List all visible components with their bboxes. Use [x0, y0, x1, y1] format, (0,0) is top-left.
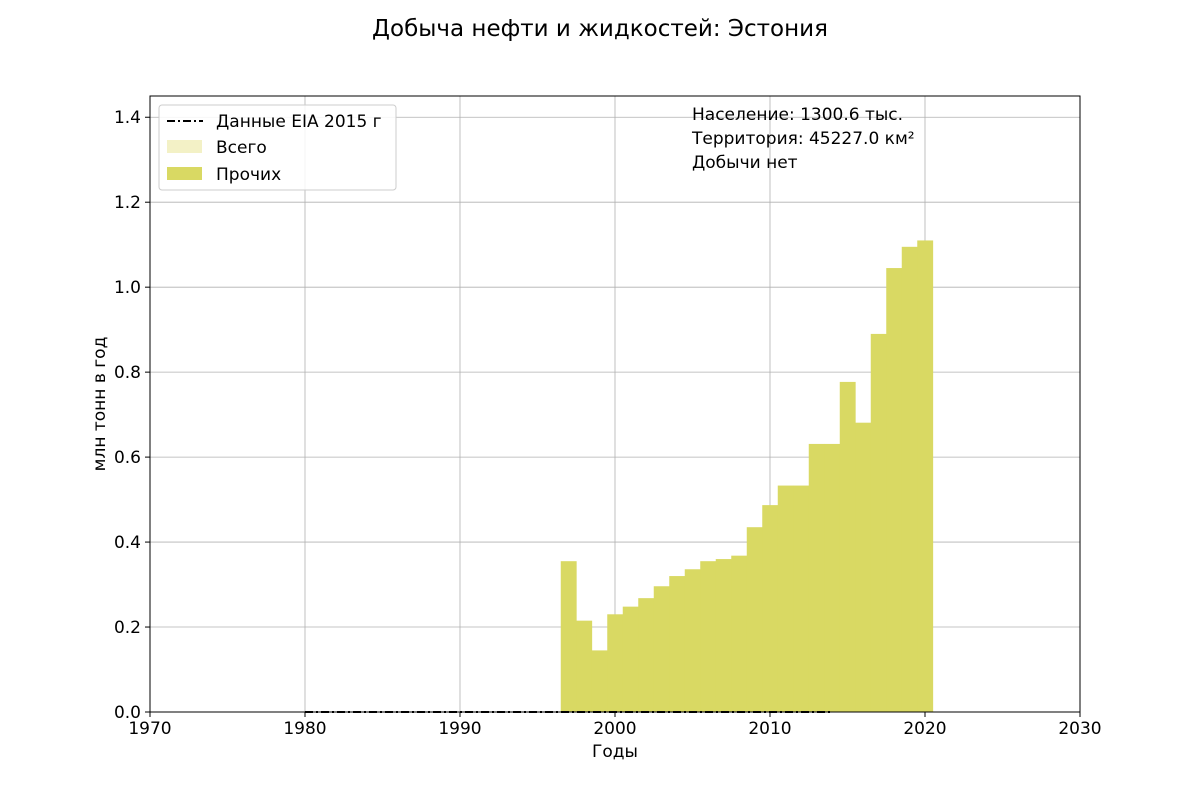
bar-2020 [917, 240, 934, 712]
bar-2009 [746, 527, 763, 712]
legend: Данные EIA 2015 г Всего Прочих [158, 104, 397, 191]
legend-label-other: Прочих [216, 165, 281, 185]
bar-2005 [684, 569, 701, 712]
bar-2014 [824, 443, 841, 712]
x-tick-label: 2030 [1058, 719, 1101, 739]
bar-2010 [762, 505, 779, 712]
bar-2004 [669, 576, 686, 712]
y-tick-label: 1.0 [114, 278, 141, 298]
bar-2000 [607, 614, 624, 712]
x-tick-label: 1990 [438, 719, 481, 739]
x-axis: 1970 1980 1990 2000 2010 2020 2030 [128, 712, 1102, 739]
y-tick-label: 1.4 [114, 108, 141, 128]
legend-label-total: Всего [216, 138, 267, 158]
bar-2007 [715, 559, 732, 712]
bar-1997 [560, 561, 577, 712]
annotation-population: Население: 1300.6 тыс. [692, 105, 903, 125]
bar-2008 [731, 555, 748, 712]
legend-box [158, 104, 397, 191]
bars-layer [560, 240, 934, 713]
y-tick-label: 1.2 [114, 193, 141, 213]
bar-2006 [700, 561, 717, 712]
bar-2003 [653, 586, 670, 712]
bar-2013 [808, 443, 825, 712]
y-tick-label: 0.2 [114, 618, 141, 638]
bar-1999 [591, 650, 608, 712]
bar-2019 [901, 246, 918, 713]
x-tick-label: 2000 [593, 719, 636, 739]
bar-2015 [839, 381, 856, 712]
annotation-no-production: Добычи нет [692, 153, 798, 173]
x-axis-label: Годы [592, 742, 638, 762]
y-axis-label: млн тонн в год [90, 337, 110, 472]
x-tick-label: 2010 [748, 719, 791, 739]
y-tick-label: 0.6 [114, 448, 141, 468]
legend-marker-total [167, 140, 202, 153]
bar-2011 [777, 485, 794, 712]
y-tick-label: 0.8 [114, 363, 141, 383]
x-tick-label: 2020 [903, 719, 946, 739]
bar-2017 [870, 333, 887, 712]
legend-label-eia: Данные EIA 2015 г [216, 112, 382, 132]
bar-2016 [855, 422, 872, 712]
bar-2001 [622, 606, 639, 712]
bar-1998 [576, 620, 593, 712]
bar-2018 [886, 268, 903, 712]
bar-2002 [638, 598, 655, 712]
x-tick-label: 1980 [283, 719, 326, 739]
annotation-territory: Территория: 45227.0 км² [691, 129, 915, 149]
x-tick-label: 1970 [128, 719, 171, 739]
y-tick-label: 0.4 [114, 533, 141, 553]
y-axis: 0.0 0.2 0.4 0.6 0.8 1.0 1.2 1.4 [114, 108, 150, 723]
chart-title: Добыча нефти и жидкостей: Эстония [372, 16, 828, 42]
bar-2012 [793, 485, 810, 712]
y-tick-label: 0.0 [114, 703, 141, 723]
legend-marker-other [167, 167, 202, 180]
